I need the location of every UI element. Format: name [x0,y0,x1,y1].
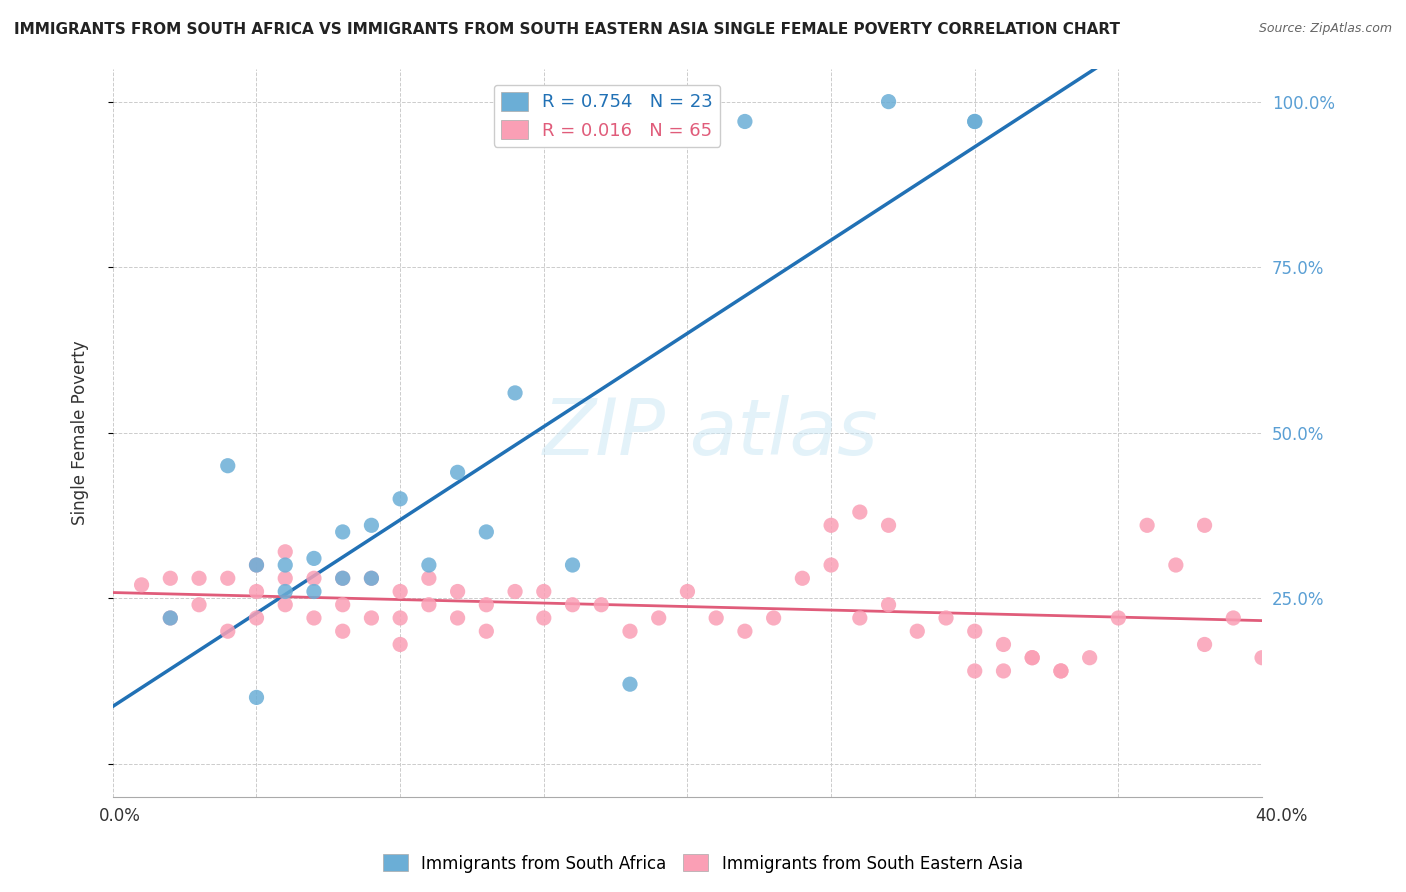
Point [475,624,498,639]
Point [302,611,325,625]
Point [302,571,325,585]
Point [935,611,957,625]
Point [1050,664,1073,678]
Point [446,584,468,599]
Point [762,611,785,625]
Point [704,611,727,625]
Point [1107,611,1129,625]
Point [332,571,354,585]
Point [877,95,900,109]
Point [389,491,412,506]
Point [274,598,297,612]
Legend: Immigrants from South Africa, Immigrants from South Eastern Asia: Immigrants from South Africa, Immigrants… [377,847,1029,880]
Point [963,664,986,678]
Legend: R = 0.754   N = 23, R = 0.016   N = 65: R = 0.754 N = 23, R = 0.016 N = 65 [494,85,720,147]
Point [360,571,382,585]
Point [217,571,239,585]
Point [1136,518,1159,533]
Point [188,598,211,612]
Point [274,558,297,572]
Point [993,637,1015,651]
Point [792,571,814,585]
Point [245,611,267,625]
Point [475,598,498,612]
Point [245,584,267,599]
Point [877,598,900,612]
Point [1021,650,1043,665]
Point [591,598,613,612]
Point [619,677,641,691]
Point [561,598,583,612]
Point [360,611,382,625]
Point [217,624,239,639]
Point [217,458,239,473]
Point [131,578,153,592]
Text: IMMIGRANTS FROM SOUTH AFRICA VS IMMIGRANTS FROM SOUTH EASTERN ASIA SINGLE FEMALE: IMMIGRANTS FROM SOUTH AFRICA VS IMMIGRAN… [14,22,1121,37]
Point [533,611,555,625]
Point [905,624,928,639]
Point [389,584,412,599]
Point [676,584,699,599]
Point [360,571,382,585]
Point [332,624,354,639]
Point [274,584,297,599]
Point [849,611,872,625]
Point [503,385,526,400]
Point [159,611,181,625]
Point [503,584,526,599]
Point [418,558,440,572]
Point [1050,664,1073,678]
Point [446,611,468,625]
Point [648,611,671,625]
Point [245,690,267,705]
Point [389,611,412,625]
Point [1194,518,1216,533]
Point [245,558,267,572]
Point [734,114,756,128]
Point [418,598,440,612]
Point [274,545,297,559]
Y-axis label: Single Female Poverty: Single Female Poverty [72,341,89,524]
Point [475,524,498,539]
Point [877,518,900,533]
Point [332,598,354,612]
Text: 40.0%: 40.0% [1256,807,1308,825]
Point [418,571,440,585]
Point [360,518,382,533]
Point [446,466,468,480]
Point [1251,650,1274,665]
Point [332,571,354,585]
Point [533,584,555,599]
Point [820,558,842,572]
Point [389,637,412,651]
Point [1078,650,1101,665]
Text: ZIP atlas: ZIP atlas [543,394,879,471]
Text: Source: ZipAtlas.com: Source: ZipAtlas.com [1258,22,1392,36]
Point [963,114,986,128]
Point [1164,558,1187,572]
Point [1021,650,1043,665]
Point [963,624,986,639]
Text: 0.0%: 0.0% [98,807,141,825]
Point [302,551,325,566]
Point [159,571,181,585]
Point [734,624,756,639]
Point [274,571,297,585]
Point [619,624,641,639]
Point [993,664,1015,678]
Point [561,558,583,572]
Point [963,114,986,128]
Point [820,518,842,533]
Point [1222,611,1244,625]
Point [245,558,267,572]
Point [1194,637,1216,651]
Point [849,505,872,519]
Point [302,584,325,599]
Point [332,524,354,539]
Point [188,571,211,585]
Point [159,611,181,625]
